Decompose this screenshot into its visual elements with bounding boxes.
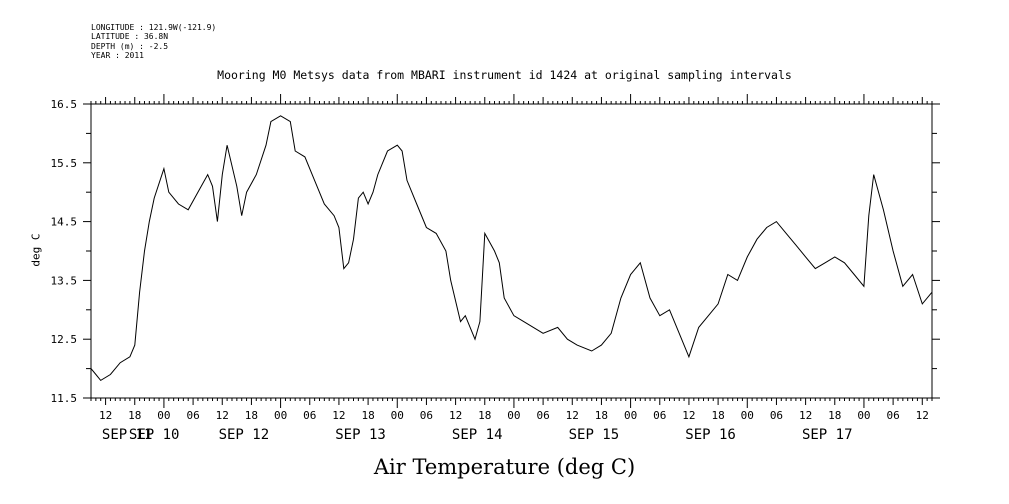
x-hour-label: 18 — [828, 409, 841, 422]
latitude-text: LATITUDE : 36.8N — [91, 32, 169, 42]
x-hour-label: 06 — [653, 409, 666, 422]
x-day-label: SEP 15 — [569, 427, 620, 443]
x-day-label: SEP 13 — [335, 427, 386, 443]
x-hour-label: 12 — [799, 409, 812, 422]
x-hour-label: 18 — [128, 409, 141, 422]
x-axis-label: Air Temperature (deg C) — [373, 455, 636, 479]
x-hour-label: 00 — [157, 409, 170, 422]
y-tick-label: 11.5 — [51, 392, 78, 405]
x-day-label: SEP 14 — [452, 427, 503, 443]
plot-frame — [90, 103, 933, 399]
y-tick-label: 14.5 — [51, 216, 78, 229]
chart-title: Mooring M0 Metsys data from MBARI instru… — [217, 68, 792, 82]
longitude-text: LONGITUDE : 121.9W(-121.9) — [91, 23, 217, 32]
x-hour-label: 18 — [361, 409, 374, 422]
year-text: YEAR : 2011 — [91, 51, 144, 61]
x-hour-label: 00 — [741, 409, 754, 422]
x-hour-label: 18 — [245, 409, 258, 422]
series-line — [90, 115, 933, 382]
x-hour-label: 18 — [711, 409, 724, 422]
x-hour-label: 18 — [595, 409, 608, 422]
x-hour-label: 12 — [99, 409, 112, 422]
x-hour-label: 00 — [274, 409, 287, 422]
x-hour-label: 06 — [303, 409, 316, 422]
x-hour-label: 12 — [449, 409, 462, 422]
x-hour-label: 18 — [478, 409, 491, 422]
y-tick-label: 12.5 — [51, 333, 78, 346]
depth-text: DEPTH (m) : -2.5 — [91, 41, 169, 51]
x-day-label: SEP 16 — [685, 427, 736, 443]
y-tick-label: 15.5 — [51, 157, 78, 170]
y-tick-label: 16.5 — [51, 98, 78, 111]
x-day-label: SEP 12 — [219, 427, 270, 443]
x-hour-label: 00 — [507, 409, 520, 422]
metadata-block: LONGITUDE : 121.9W(-121.9) LATITUDE : 36… — [91, 23, 216, 61]
x-hour-label: 06 — [186, 409, 199, 422]
x-hour-label: 06 — [770, 409, 783, 422]
x-hour-label: 06 — [536, 409, 549, 422]
x-hour-label: 12 — [332, 409, 345, 422]
x-hour-label: 12 — [916, 409, 929, 422]
x-day-label: SEP 10 — [129, 427, 180, 443]
tick-labels: 11.5 12.5 13.5 14.5 15.5 16.5 12 18 00 06 12 18 00 06… — [51, 98, 929, 443]
x-hour-label: 06 — [886, 409, 899, 422]
x-hour-label: 12 — [216, 409, 229, 422]
axis-ticks — [83, 94, 940, 408]
x-hour-label: 00 — [391, 409, 404, 422]
x-day-label: SEP 17 — [802, 427, 853, 443]
x-day-label: SEP 11 — [102, 427, 153, 443]
x-hour-label: 06 — [420, 409, 433, 422]
y-tick-label: 13.5 — [51, 274, 78, 287]
x-hour-label: 00 — [624, 409, 637, 422]
x-hour-label: 00 — [857, 409, 870, 422]
x-hour-label: 12 — [682, 409, 695, 422]
x-hour-label: 12 — [566, 409, 579, 422]
